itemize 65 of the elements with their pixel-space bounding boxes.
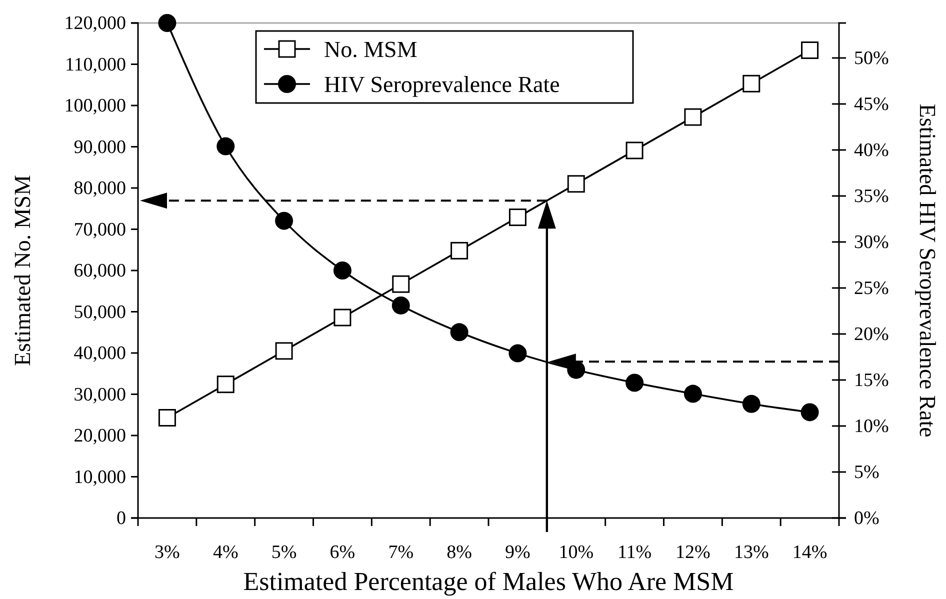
point: [742, 74, 760, 92]
x-axis-title: Estimated Percentage of Males Who Are MSM: [243, 567, 734, 596]
y2-tick-label: 35%: [854, 186, 889, 208]
point: [626, 142, 644, 160]
y-axis-title: Estimated No. MSM: [10, 174, 35, 366]
point: [392, 275, 410, 293]
point: [158, 14, 176, 32]
x-tick-label: 9%: [505, 542, 531, 563]
y2-tick-label: 10%: [854, 416, 889, 438]
y2-axis-title: Estimated HIV Seroprevalence Rate: [915, 104, 940, 438]
y2-tick-label: 25%: [854, 278, 889, 300]
point: [333, 262, 352, 280]
point: [216, 376, 234, 394]
point: [508, 208, 526, 226]
point: [158, 409, 176, 427]
y-tick-label: 20,000: [74, 426, 126, 447]
y2-tick-label: 40%: [854, 140, 889, 162]
legend-label: HIV Seroprevalence Rate: [324, 72, 560, 97]
point: [275, 212, 294, 230]
y-tick-label: 100,000: [64, 96, 126, 117]
y-tick-label: 120,000: [64, 13, 126, 34]
x-tick-label: 12%: [676, 542, 711, 563]
point: [742, 394, 760, 413]
point: [801, 41, 819, 59]
y-tick-label: 70,000: [74, 219, 126, 240]
x-tick-label: 8%: [446, 542, 472, 563]
x-tick-label: 4%: [212, 542, 238, 563]
y-tick-label: 40,000: [74, 343, 126, 364]
y-tick-label: 110,000: [64, 54, 126, 76]
y2-tick-label: 5%: [854, 462, 880, 484]
y2-tick-label: 30%: [854, 232, 889, 254]
point: [392, 296, 410, 314]
y2-tick-label: 20%: [854, 324, 889, 346]
point: [567, 360, 586, 379]
y2-tick-label: 0%: [854, 508, 880, 530]
point: [216, 137, 235, 156]
point: [684, 108, 702, 126]
point: [275, 342, 293, 360]
y2-tick-label: 50%: [854, 48, 889, 70]
x-tick-label: 10%: [558, 542, 594, 563]
point: [450, 242, 468, 260]
x-tick-label: 13%: [734, 542, 769, 563]
x-tick-label: 7%: [388, 542, 414, 563]
point: [567, 175, 585, 193]
y2-tick-label: 15%: [854, 370, 889, 392]
y2-tick-label: 45%: [854, 94, 889, 116]
y-tick-label: 10,000: [74, 466, 126, 488]
point: [508, 344, 527, 362]
point: [626, 374, 644, 392]
point: [684, 384, 702, 403]
y-tick-label: 60,000: [74, 260, 126, 282]
x-tick-label: 5%: [271, 542, 297, 563]
x-tick-label: 14%: [792, 542, 828, 563]
legend-label: No. MSM: [324, 37, 418, 62]
y-tick-label: 90,000: [74, 136, 126, 158]
y-tick-label: 30,000: [74, 384, 126, 406]
x-tick-label: 11%: [617, 542, 652, 563]
point: [334, 308, 352, 326]
y-tick-label: 0: [116, 508, 126, 530]
x-tick-label: 3%: [154, 542, 180, 563]
y-tick-label: 80,000: [74, 178, 126, 200]
point: [800, 403, 819, 422]
x-tick-label: 6%: [330, 542, 356, 563]
y-tick-label: 50,000: [74, 302, 126, 323]
point: [450, 323, 468, 342]
